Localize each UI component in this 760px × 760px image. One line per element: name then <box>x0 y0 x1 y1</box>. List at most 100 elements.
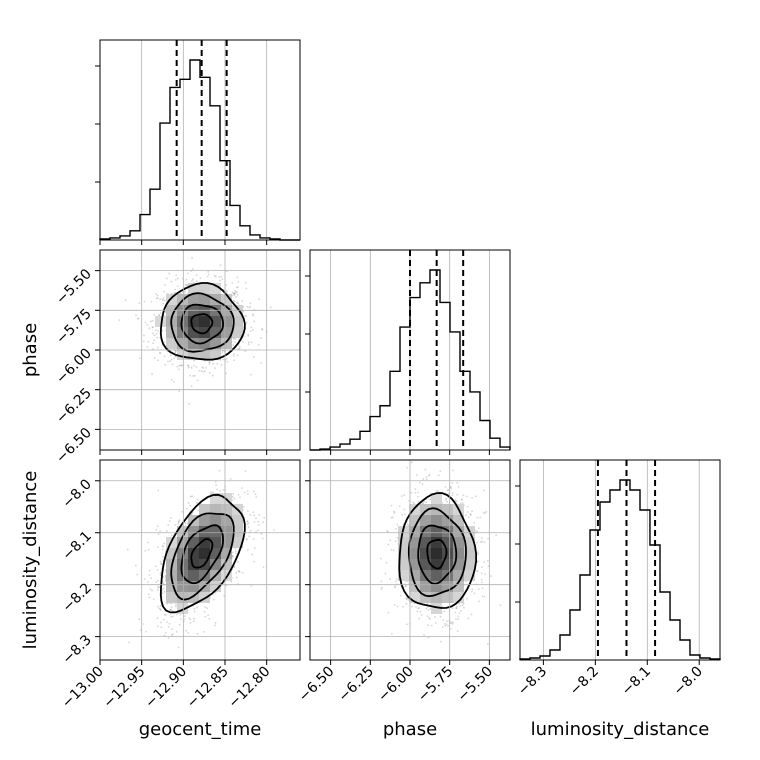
sample-point <box>411 605 413 608</box>
sample-point <box>147 541 150 544</box>
sample-point <box>162 575 165 578</box>
sample-point <box>136 573 139 576</box>
sample-point <box>165 277 168 280</box>
sample-point <box>176 365 179 368</box>
sample-point <box>191 268 194 270</box>
sample-point <box>208 361 211 363</box>
sample-point <box>470 613 473 616</box>
grid-lines <box>542 460 700 660</box>
sample-point <box>138 302 141 304</box>
sample-point <box>213 274 216 277</box>
sample-point <box>225 357 228 360</box>
density-cell <box>409 526 420 537</box>
sample-point <box>174 603 177 605</box>
density-cell <box>188 537 199 548</box>
sample-point <box>174 605 177 608</box>
sample-point <box>483 595 486 598</box>
sample-point <box>476 541 478 544</box>
sample-point <box>191 495 193 498</box>
density-cell <box>409 548 420 559</box>
sample-point <box>254 493 257 495</box>
density-cell <box>420 559 431 570</box>
x-tick-label-luminosity_distance: −8.0 <box>671 664 706 699</box>
sample-point <box>128 641 130 644</box>
density-cell <box>453 559 464 570</box>
sample-point <box>201 366 204 369</box>
sample-point <box>164 614 167 616</box>
sample-point <box>244 350 247 353</box>
histogram-phase <box>310 269 511 451</box>
sample-point <box>443 622 446 625</box>
density-cell <box>188 294 199 305</box>
sample-point <box>170 628 173 630</box>
sample-point <box>162 582 165 585</box>
sample-point <box>402 605 405 608</box>
y-tick-label-luminosity_distance: −8.3 <box>59 632 94 667</box>
sample-point <box>222 488 225 491</box>
sample-point <box>156 525 159 528</box>
sample-point <box>449 627 452 630</box>
sample-point <box>244 470 247 473</box>
density-cell <box>442 537 453 548</box>
sample-point <box>170 609 173 611</box>
sample-point <box>394 528 397 530</box>
sample-point <box>450 487 453 490</box>
sample-point <box>160 563 163 566</box>
sample-point <box>465 580 467 583</box>
sample-point <box>174 351 176 354</box>
density-cell <box>199 537 210 548</box>
sample-point <box>456 481 459 484</box>
sample-point <box>147 581 149 584</box>
sample-point <box>429 498 432 501</box>
sample-point <box>476 530 479 532</box>
sample-point <box>138 357 141 360</box>
sample-point <box>184 290 186 293</box>
sample-point <box>449 486 452 488</box>
sample-point <box>168 622 171 625</box>
sample-point <box>481 540 483 543</box>
sample-point <box>147 593 150 596</box>
sample-point <box>210 491 212 494</box>
sample-point <box>193 365 195 367</box>
sample-point <box>481 595 484 597</box>
sample-point <box>146 346 149 348</box>
sample-point <box>158 314 161 316</box>
sample-point <box>199 277 202 280</box>
sample-point <box>170 615 173 618</box>
sample-point <box>243 491 246 494</box>
sample-point <box>189 374 192 377</box>
sample-point <box>232 344 235 347</box>
sample-point <box>248 306 251 309</box>
sample-point <box>142 623 145 625</box>
x-tick-label-geocent_time: −12.95 <box>101 664 149 712</box>
sample-point <box>247 526 250 528</box>
sample-point <box>162 297 165 299</box>
density-cell <box>166 592 177 603</box>
sample-point <box>176 613 178 616</box>
sample-point <box>232 492 235 495</box>
sample-point <box>245 538 248 541</box>
sample-point <box>458 612 461 615</box>
sample-point <box>455 605 458 608</box>
sample-point <box>144 549 147 552</box>
sample-point <box>237 347 240 350</box>
sample-point <box>235 571 238 574</box>
sample-point <box>405 602 408 605</box>
sample-point <box>428 453 430 455</box>
sample-point <box>415 473 418 476</box>
density-cell <box>199 504 210 515</box>
density-cell <box>431 548 442 559</box>
sample-point <box>249 305 251 308</box>
sample-point <box>412 501 415 504</box>
sample-point <box>423 634 425 636</box>
sample-point <box>471 588 474 591</box>
sample-point <box>185 629 187 632</box>
sample-point <box>428 616 430 619</box>
density-cell <box>442 559 453 570</box>
density-cell <box>420 515 431 526</box>
sample-point <box>423 500 426 503</box>
sample-point <box>171 363 174 366</box>
sample-point <box>156 625 159 628</box>
sample-point <box>482 489 485 492</box>
sample-point <box>495 534 498 537</box>
